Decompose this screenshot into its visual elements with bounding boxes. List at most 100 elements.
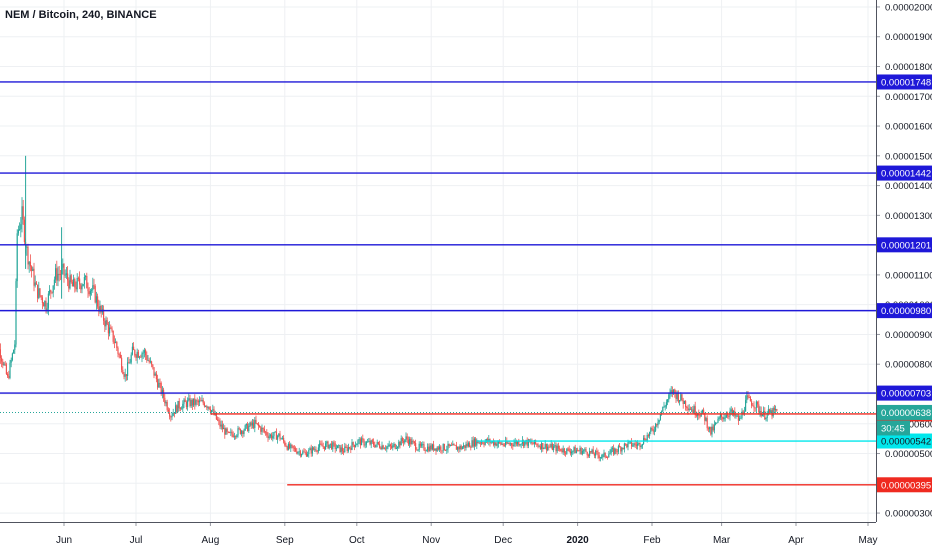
candle: [457, 446, 459, 452]
candle-body: [83, 276, 85, 285]
candle: [704, 412, 706, 425]
candle: [200, 397, 202, 402]
candle-body: [748, 397, 750, 398]
candle-body: [197, 400, 199, 403]
candle-body: [664, 406, 666, 408]
candle-body: [698, 414, 700, 416]
candle: [548, 444, 550, 451]
candle-body: [34, 282, 36, 286]
candle-body: [183, 399, 185, 404]
candle: [262, 427, 264, 433]
candle-body: [407, 439, 409, 445]
candle-body: [575, 450, 577, 454]
candle: [339, 445, 341, 453]
candle-body: [598, 455, 600, 459]
candle-body: [538, 446, 540, 448]
candle-body: [377, 442, 379, 445]
candle-body: [361, 438, 363, 446]
candle-body: [315, 449, 317, 451]
candle-body: [616, 451, 618, 453]
candle: [689, 406, 691, 410]
candle-body: [445, 450, 447, 451]
candle: [317, 444, 319, 454]
candle: [493, 438, 495, 447]
candle-body: [171, 415, 173, 418]
candle: [68, 277, 70, 293]
candle: [191, 398, 193, 410]
candle-body: [650, 428, 652, 432]
candle-body: [11, 353, 13, 360]
candle-body: [687, 408, 689, 411]
candle: [344, 442, 346, 453]
candle-body: [435, 448, 437, 452]
candle-body: [578, 450, 580, 452]
candle-body: [7, 374, 9, 377]
candle: [502, 442, 504, 447]
candle: [407, 436, 409, 446]
candle-body: [431, 444, 433, 450]
candle: [370, 439, 372, 449]
candle: [578, 449, 580, 452]
candle: [580, 446, 582, 455]
candle: [447, 440, 449, 453]
candle-body: [346, 447, 348, 452]
candle-body: [574, 447, 576, 454]
candle: [121, 354, 123, 373]
candle: [139, 355, 141, 360]
candle-body: [466, 444, 468, 447]
candles: [0, 197, 778, 462]
candle-body: [718, 417, 720, 419]
candle-body: [441, 450, 443, 452]
candle: [443, 443, 445, 451]
candle: [423, 441, 425, 451]
candle: [197, 399, 199, 407]
candle: [693, 404, 695, 415]
candle-body: [423, 444, 425, 450]
candle: [81, 282, 83, 294]
candle-body: [212, 409, 214, 411]
candle: [617, 444, 619, 455]
candle: [458, 446, 460, 453]
candle-body: [76, 277, 78, 290]
candle: [417, 449, 419, 452]
candle-body: [191, 399, 193, 406]
candle: [255, 415, 257, 425]
candle: [665, 399, 667, 409]
candle-body: [163, 389, 165, 398]
candle-body: [152, 364, 154, 368]
candle-body: [22, 206, 24, 220]
candle: [147, 354, 149, 362]
candle: [753, 401, 755, 413]
candle-body: [476, 440, 478, 446]
candle: [460, 444, 462, 451]
candle: [386, 445, 388, 453]
candle: [142, 349, 144, 359]
candle: [97, 293, 99, 309]
candle-body: [563, 448, 565, 453]
candle-body: [769, 409, 771, 413]
candle-body: [188, 398, 190, 401]
candle: [440, 445, 442, 454]
candle-body: [397, 446, 399, 449]
candle: [28, 260, 30, 273]
candle-body: [124, 374, 126, 377]
candle-body: [752, 405, 754, 407]
candle-body: [292, 445, 294, 448]
candle-body: [134, 350, 136, 356]
candle: [446, 445, 448, 454]
candle-body: [286, 446, 288, 450]
candle: [343, 448, 345, 456]
candle-body: [751, 401, 753, 406]
candle-body: [515, 441, 517, 445]
candle: [189, 394, 191, 408]
candle-body: [56, 268, 58, 281]
candle-body: [170, 416, 172, 418]
candle: [278, 433, 280, 438]
candle-body: [255, 419, 257, 424]
candle: [157, 374, 159, 390]
candle-body: [283, 437, 285, 442]
candle-body: [208, 406, 210, 410]
candle: [574, 444, 576, 454]
candle-body: [470, 447, 472, 448]
